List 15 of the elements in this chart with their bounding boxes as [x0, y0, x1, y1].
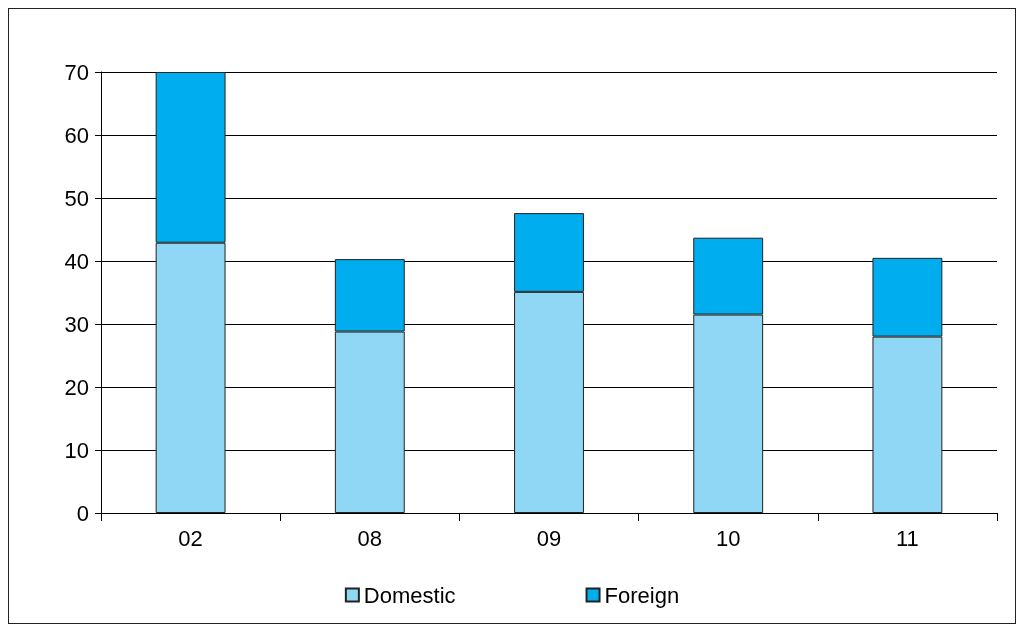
x-tick-label: 09 [536, 525, 562, 551]
y-tick-label: 70 [64, 59, 89, 85]
x-tick-label: 10 [715, 525, 741, 551]
x-tick-label: 11 [895, 525, 919, 551]
y-tick-label: 20 [64, 374, 89, 400]
legend-label: Foreign [604, 582, 680, 608]
y-tick-label: 40 [64, 248, 89, 274]
x-tick-label: 08 [357, 525, 383, 551]
x-tick-label: 02 [178, 525, 203, 551]
y-tick-label: 0 [76, 500, 89, 526]
y-tick-label: 60 [64, 122, 89, 148]
y-tick-label: 10 [64, 437, 89, 463]
y-tick-label: 30 [64, 311, 89, 337]
legend-label: Domestic [363, 582, 456, 608]
y-tick-label: 50 [64, 185, 89, 211]
